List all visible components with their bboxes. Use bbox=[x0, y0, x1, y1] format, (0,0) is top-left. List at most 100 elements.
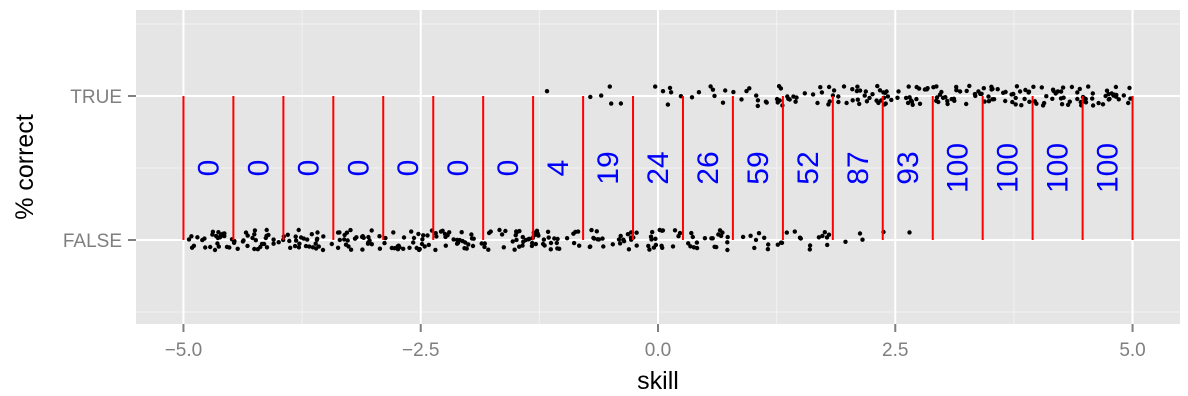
data-point-true bbox=[905, 100, 911, 106]
data-point-true bbox=[857, 101, 862, 107]
data-point-true bbox=[830, 93, 836, 98]
data-point-false bbox=[479, 241, 484, 246]
data-point-false bbox=[725, 234, 730, 240]
data-point-false bbox=[497, 227, 502, 233]
data-point-true bbox=[967, 83, 972, 89]
data-point-true bbox=[934, 95, 940, 100]
data-point-false bbox=[510, 239, 515, 244]
data-point-true bbox=[889, 97, 894, 103]
data-point-false bbox=[313, 246, 319, 251]
data-point-false bbox=[271, 241, 276, 246]
data-point-false bbox=[337, 237, 342, 243]
data-point-true bbox=[903, 95, 909, 101]
data-point-true bbox=[1032, 99, 1038, 104]
data-point-true bbox=[949, 96, 954, 102]
y-axis-title: % correct bbox=[11, 114, 39, 220]
data-point-true bbox=[836, 99, 841, 105]
data-point-false bbox=[765, 247, 771, 252]
x-tick-label: 0.0 bbox=[645, 340, 671, 361]
data-point-false bbox=[416, 231, 421, 237]
data-point-false bbox=[391, 230, 396, 235]
x-tick-label: 2.5 bbox=[882, 340, 908, 361]
x-tick-label: −2.5 bbox=[402, 340, 440, 361]
data-point-false bbox=[646, 243, 651, 249]
data-point-false bbox=[245, 233, 250, 238]
data-point-false bbox=[470, 243, 476, 249]
data-point-false bbox=[517, 228, 522, 234]
data-point-false bbox=[434, 234, 439, 239]
data-point-true bbox=[599, 93, 604, 98]
data-point-false bbox=[716, 232, 721, 237]
data-point-false bbox=[694, 240, 700, 245]
data-point-true bbox=[744, 88, 749, 94]
percent-label: 100 bbox=[942, 143, 975, 193]
y-tick-label: FALSE bbox=[63, 231, 122, 252]
data-point-false bbox=[227, 245, 232, 250]
data-point-true bbox=[1026, 89, 1032, 94]
data-point-false bbox=[189, 234, 194, 239]
data-point-false bbox=[843, 239, 848, 244]
data-point-false bbox=[309, 232, 314, 237]
data-point-true bbox=[867, 95, 872, 101]
data-point-false bbox=[753, 237, 759, 243]
data-point-true bbox=[1065, 102, 1071, 108]
data-point-true bbox=[747, 86, 752, 91]
data-point-false bbox=[392, 246, 397, 251]
data-point-false bbox=[588, 244, 593, 249]
data-point-true bbox=[964, 88, 969, 94]
data-point-true bbox=[1075, 96, 1080, 102]
data-point-false bbox=[255, 247, 260, 252]
data-point-true bbox=[875, 83, 880, 89]
data-point-false bbox=[660, 245, 665, 250]
data-point-true bbox=[1096, 100, 1101, 106]
data-point-true bbox=[1031, 84, 1036, 90]
percent-label: 100 bbox=[1042, 143, 1075, 193]
data-point-false bbox=[360, 247, 365, 252]
data-point-false bbox=[401, 235, 407, 240]
data-point-false bbox=[657, 227, 662, 233]
data-point-true bbox=[914, 96, 919, 102]
data-point-true bbox=[940, 95, 946, 101]
data-point-true bbox=[1013, 102, 1018, 107]
data-point-false bbox=[725, 240, 730, 245]
data-point-true bbox=[1090, 103, 1096, 108]
data-point-false bbox=[433, 247, 438, 253]
x-axis-title: skill bbox=[637, 367, 679, 395]
percent-label: 59 bbox=[742, 151, 775, 184]
data-point-false bbox=[445, 233, 450, 238]
data-point-false bbox=[259, 241, 265, 247]
data-point-false bbox=[407, 245, 412, 250]
data-point-true bbox=[1058, 89, 1064, 94]
data-point-false bbox=[710, 236, 715, 241]
data-point-false bbox=[648, 234, 654, 239]
data-point-false bbox=[725, 247, 730, 253]
data-point-true bbox=[588, 94, 593, 100]
data-point-true bbox=[668, 90, 674, 95]
data-point-false bbox=[616, 237, 622, 242]
data-point-false bbox=[521, 239, 526, 244]
data-point-false bbox=[215, 235, 221, 241]
data-point-true bbox=[1113, 84, 1119, 90]
data-point-false bbox=[775, 242, 780, 247]
data-point-false bbox=[482, 241, 487, 246]
x-tick-label: −5.0 bbox=[165, 340, 203, 361]
percent-label: 0 bbox=[242, 160, 275, 177]
data-point-false bbox=[307, 244, 312, 249]
data-point-false bbox=[564, 236, 570, 241]
data-point-false bbox=[420, 237, 425, 242]
data-point-true bbox=[874, 98, 879, 103]
data-point-false bbox=[411, 235, 417, 241]
data-point-true bbox=[862, 93, 867, 98]
data-point-false bbox=[335, 245, 341, 250]
data-point-true bbox=[1104, 88, 1110, 93]
data-point-true bbox=[1061, 95, 1066, 100]
data-point-false bbox=[825, 242, 830, 248]
data-point-false bbox=[276, 240, 281, 245]
data-point-true bbox=[1039, 85, 1045, 90]
data-point-false bbox=[296, 245, 302, 250]
percent-label: 0 bbox=[292, 160, 325, 177]
percent-label: 93 bbox=[892, 151, 925, 184]
data-point-true bbox=[1086, 84, 1091, 89]
data-point-false bbox=[552, 236, 557, 241]
data-point-false bbox=[200, 237, 205, 243]
